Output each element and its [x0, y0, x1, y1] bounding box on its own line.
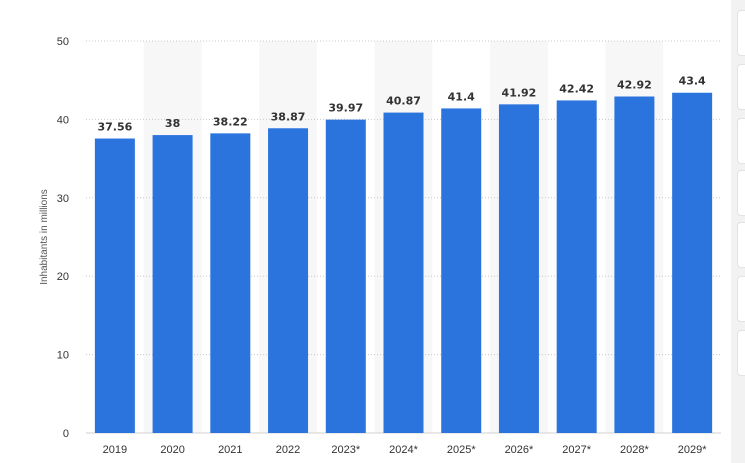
bar[interactable] — [210, 133, 251, 433]
x-tick-label: 2028* — [620, 444, 649, 456]
data-label: 42.92 — [617, 79, 652, 92]
toolbar-button-6[interactable] — [737, 276, 745, 322]
x-tick-label: 2027* — [562, 444, 591, 456]
bar[interactable] — [614, 96, 655, 433]
toolbar-button-7[interactable] — [737, 330, 745, 376]
x-tick-label: 2024* — [389, 444, 418, 456]
bar[interactable] — [152, 135, 193, 433]
data-label: 41.92 — [502, 86, 537, 99]
bars — [94, 92, 713, 434]
bar[interactable] — [672, 92, 713, 433]
y-tick-label: 10 — [57, 350, 69, 362]
toolbar-button-4[interactable] — [737, 170, 745, 216]
data-labels: 37.56 38 38.22 38.87 39.97 40.87 41.4 41.92 42.4… — [97, 75, 706, 134]
toolbar-button-3[interactable] — [737, 118, 745, 164]
data-label: 38.22 — [213, 115, 248, 128]
x-tick-label: 2023* — [331, 444, 360, 456]
bar[interactable] — [268, 128, 309, 433]
x-tick-label: 2025* — [447, 444, 476, 456]
y-tick-label: 50 — [57, 36, 69, 48]
bar[interactable] — [94, 138, 135, 433]
x-tick-label: 2019 — [103, 444, 127, 456]
toolbar-button-1[interactable] — [737, 10, 745, 56]
bar[interactable] — [556, 100, 597, 434]
data-label: 37.56 — [97, 121, 132, 134]
y-tick-label: 30 — [57, 193, 69, 205]
x-tick-label: 2020 — [160, 444, 184, 456]
data-label: 41.4 — [448, 90, 475, 103]
toolbar-button-2[interactable] — [737, 64, 745, 110]
data-label: 38.87 — [271, 110, 306, 123]
x-axis-tick-labels: 2019 2020 2021 2022 2023* 2024* 2025* 2026* 2027… — [103, 444, 708, 456]
data-label: 40.87 — [386, 95, 421, 108]
x-tick-label: 2029* — [678, 444, 707, 456]
y-tick-label: 0 — [63, 428, 69, 440]
data-label: 42.42 — [559, 82, 594, 95]
y-axis-title: Inhabitants in millions — [39, 189, 50, 285]
bar[interactable] — [441, 108, 482, 433]
bar[interactable] — [383, 112, 424, 434]
data-label: 39.97 — [328, 102, 363, 115]
data-label: 43.4 — [679, 75, 706, 88]
y-tick-label: 40 — [57, 114, 69, 126]
bar[interactable] — [498, 104, 539, 433]
x-tick-label: 2026* — [505, 444, 534, 456]
toolbar-button-5[interactable] — [737, 222, 745, 268]
x-tick-label: 2022 — [276, 444, 300, 456]
bar[interactable] — [325, 119, 366, 434]
y-axis-tick-labels: 0 10 20 30 40 50 — [57, 36, 69, 440]
y-tick-label: 20 — [57, 271, 69, 283]
x-tick-label: 2021 — [218, 444, 242, 456]
data-label: 38 — [165, 117, 180, 130]
